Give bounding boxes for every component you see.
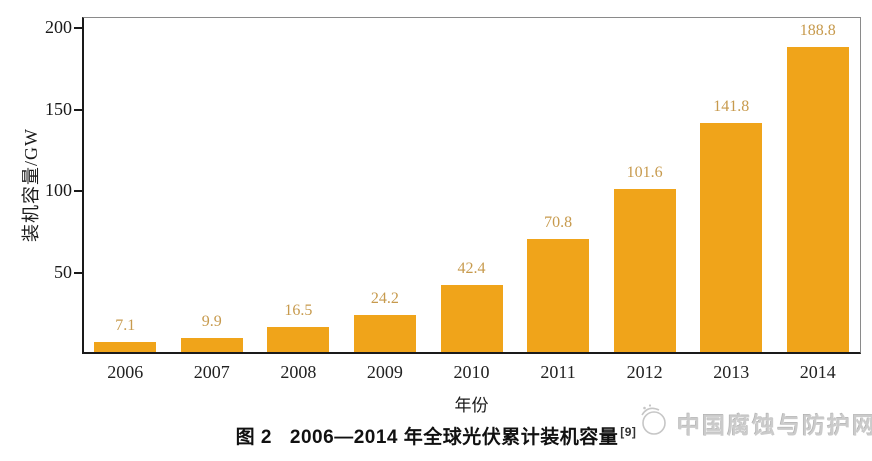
bar-2006 [94, 342, 157, 354]
y-tick-label: 100 [45, 180, 72, 201]
watermark-logo-icon [638, 402, 668, 443]
bar-2009 [353, 314, 416, 354]
x-tick-label: 2013 [713, 362, 750, 382]
x-tick-label: 2010 [453, 362, 490, 382]
bar-2010 [440, 285, 503, 354]
bar-value-label: 70.8 [544, 213, 573, 231]
y-tick-mark [74, 190, 82, 193]
x-axis-title: 年份 [454, 396, 489, 415]
caption-reference: [9] [620, 424, 637, 439]
bar-value-label: 141.8 [713, 98, 750, 116]
figure-caption: 图 2 2006—2014 年全球光伏累计装机容量 [9] [0, 422, 872, 449]
y-tick-mark [74, 108, 82, 111]
x-tick-label: 2009 [366, 362, 403, 382]
x-tick-label: 2007 [193, 362, 230, 382]
y-tick-label: 50 [54, 261, 72, 282]
y-tick-mark [74, 27, 82, 30]
bar-2007 [180, 337, 243, 354]
bar-value-label: 7.1 [115, 317, 136, 335]
bar-value-label: 42.4 [457, 260, 486, 277]
watermark: 中国腐蚀与防护网 [638, 402, 872, 443]
bar-value-label: 24.2 [370, 289, 399, 307]
x-tick-label: 2014 [799, 362, 836, 382]
bar-value-label: 16.5 [284, 302, 313, 320]
bar-value-label: 101.6 [626, 163, 663, 181]
x-tick-label: 2011 [540, 362, 576, 382]
x-tick-label: 2008 [280, 362, 317, 382]
caption-number: 图 2 [235, 427, 272, 448]
bar-value-label: 9.9 [201, 312, 222, 330]
bar-2014 [786, 46, 849, 354]
bar-2008 [267, 327, 330, 354]
bar-2011 [527, 238, 590, 354]
bar-2012 [613, 188, 676, 354]
x-tick-label: 2012 [626, 362, 663, 382]
caption-text: 2006—2014 年全球光伏累计装机容量 [289, 427, 619, 448]
watermark-text: 中国腐蚀与防护网 [677, 411, 872, 438]
x-tick-label: 2006 [107, 362, 144, 382]
bar-value-label: 188.8 [799, 21, 836, 39]
y-tick-mark [74, 271, 82, 274]
bar-2013 [700, 123, 763, 354]
y-tick-label: 150 [45, 98, 72, 119]
y-tick-label: 200 [45, 17, 72, 38]
